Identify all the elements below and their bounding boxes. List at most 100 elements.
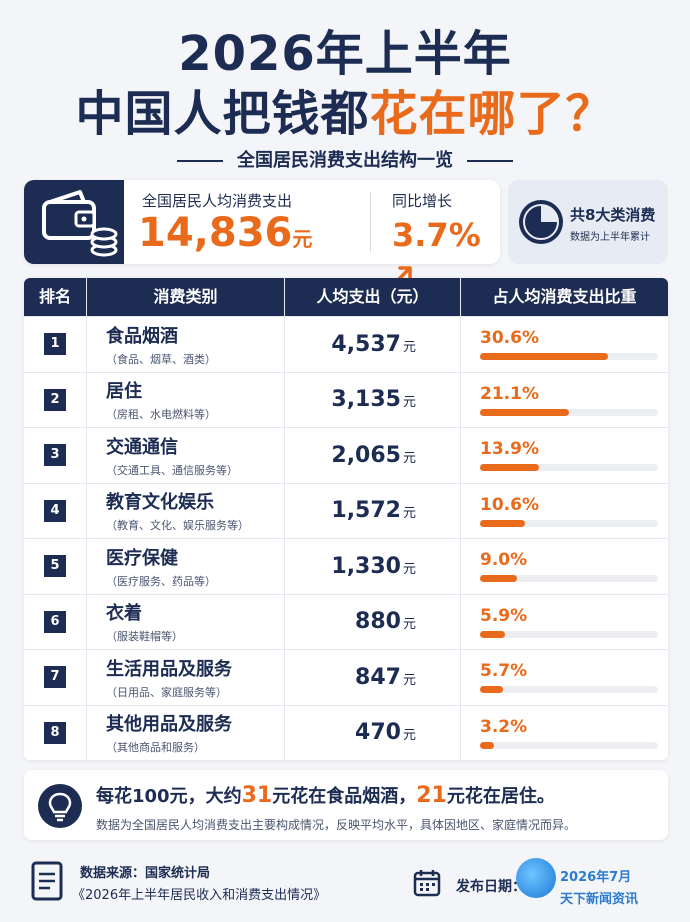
share-bar-fill	[480, 741, 495, 749]
lightbulb-icon-wrap	[38, 784, 82, 828]
yoy-value: 3.7%	[392, 216, 481, 254]
insight-part3: 元花在居住。	[446, 786, 555, 807]
category-desc: （日用品、家庭服务等）	[106, 685, 227, 699]
share-bar-track	[480, 630, 658, 638]
insight-number-food: 31	[241, 783, 273, 808]
subtitle-text: 全国居民消费支出结构一览	[237, 150, 453, 171]
category-desc: （其他商品和服务）	[106, 741, 205, 755]
category-cell: 教育文化娱乐 （教育、文化、娱乐服务等）	[86, 488, 284, 533]
amount-value: 470	[355, 720, 401, 746]
per-capita-unit: 元	[292, 227, 313, 251]
category-note: 数据为上半年累计	[570, 232, 650, 243]
share-bar-fill	[480, 630, 505, 638]
amount-unit: 元	[402, 506, 416, 522]
share-value: 9.0%	[480, 550, 528, 571]
category-name: 生活用品及服务	[106, 658, 232, 680]
share-bar-fill	[480, 575, 518, 583]
category-count: 共8大类消费	[570, 206, 656, 224]
yoy-value-wrap: 3.7%	[392, 216, 500, 292]
amount-cell: 470 元	[284, 720, 460, 745]
amount-unit: 元	[402, 339, 416, 355]
footer: 数据来源：国家统计局 《2026年上半年居民收入和消费支出情况》 发布日期： 2…	[24, 852, 668, 914]
share-bar-fill	[480, 686, 504, 694]
table-row: 6 衣着 （服装鞋帽等） 880 元 5.9%	[24, 593, 668, 650]
share-cell: 5.7%	[460, 661, 668, 694]
calendar-icon	[413, 870, 441, 897]
table-row: 2 居住 （房租、水电燃料等） 3,135 元 21.1%	[24, 371, 668, 428]
rank-cell: 2	[24, 388, 86, 411]
amount-value: 2,065	[331, 442, 401, 468]
category-name: 教育文化娱乐	[106, 492, 214, 514]
share-value: 13.9%	[480, 439, 539, 460]
share-value: 30.6%	[480, 328, 539, 349]
share-bar-track	[480, 686, 658, 694]
table-row: 1 食品烟酒 （食品、烟草、酒类） 4,537 元 30.6%	[24, 316, 668, 372]
rank-cell: 7	[24, 666, 86, 689]
amount-value: 3,135	[331, 387, 401, 413]
insight-number-housing: 21	[416, 783, 447, 808]
header-share: 占人均消费支出比重	[460, 278, 668, 316]
share-cell: 21.1%	[460, 384, 668, 416]
amount-value: 4,537	[331, 331, 401, 357]
watermark-line2: 天下新闻资讯	[560, 892, 639, 907]
lightbulb-icon	[48, 792, 72, 822]
amount-unit: 元	[402, 728, 416, 744]
share-value: 3.2%	[480, 716, 528, 737]
per-capita-number: 14,836	[138, 210, 293, 256]
publish-date-label: 发布日期：	[456, 879, 526, 895]
amount-unit: 元	[402, 450, 416, 466]
share-bar-fill	[480, 519, 525, 527]
rank-cell: 3	[24, 444, 86, 467]
per-capita-label: 全国居民人均消费支出	[142, 192, 293, 210]
wallet-panel	[24, 180, 124, 264]
yoy-label: 同比增长	[392, 192, 453, 210]
rank-badge: 2	[44, 388, 66, 411]
category-desc: （服装鞋帽等）	[106, 630, 183, 644]
category-desc: （房租、水电燃料等）	[106, 408, 216, 422]
category-cell: 其他用品及服务 （其他商品和服务）	[86, 710, 284, 755]
rank-badge: 4	[44, 499, 66, 522]
subtitle: 全国居民消费支出结构一览	[0, 146, 690, 172]
category-cell: 生活用品及服务 （日用品、家庭服务等）	[86, 655, 284, 700]
category-cell: 交通通信 （交通工具、通信服务等）	[86, 433, 284, 478]
column-divider	[86, 278, 87, 760]
amount-cell: 3,135 元	[284, 387, 460, 412]
pie-chart-icon	[519, 200, 563, 244]
share-bar-track	[480, 408, 658, 416]
share-bar-track	[480, 464, 658, 472]
wallet-icon	[42, 190, 118, 257]
watermark-logo	[516, 858, 556, 898]
share-bar-track	[480, 741, 658, 749]
amount-unit: 元	[402, 561, 416, 577]
rank-cell: 8	[24, 721, 86, 744]
summary-card: 全国居民人均消费支出 14,836元 同比增长 3.7%	[24, 180, 500, 285]
rank-badge: 5	[44, 555, 66, 578]
category-desc: （食品、烟草、酒类）	[106, 352, 216, 366]
watermark-line1: 2026年7月	[560, 870, 632, 885]
subtitle-dash-left	[177, 160, 223, 162]
insight-part2: 元花在食品烟酒，	[272, 786, 417, 807]
share-cell: 9.0%	[460, 550, 668, 583]
category-desc: （交通工具、通信服务等）	[106, 463, 238, 477]
amount-cell: 1,572 元	[284, 498, 460, 523]
category-name: 交通通信	[106, 436, 178, 458]
rank-cell: 4	[24, 499, 86, 522]
table-row: 3 交通通信 （交通工具、通信服务等） 2,065 元 13.9%	[24, 427, 668, 483]
share-bar-fill	[480, 408, 569, 416]
share-value: 10.6%	[480, 494, 539, 515]
page-title-line1: 2026年上半年	[178, 26, 512, 82]
rank-cell: 1	[24, 333, 86, 356]
insight-part1: 每花100元，大约	[96, 786, 242, 807]
consumption-table: 排名 消费类别 人均支出（元） 占人均消费支出比重 1 食品烟酒 （食品、烟草、酒类…	[24, 278, 668, 760]
category-name: 其他用品及服务	[106, 714, 232, 736]
category-cell: 食品烟酒 （食品、烟草、酒类）	[86, 322, 284, 367]
summary-divider	[370, 192, 371, 252]
category-name: 医疗保健	[106, 547, 178, 569]
category-cell: 居住 （房租、水电燃料等）	[86, 377, 284, 422]
amount-unit: 元	[402, 395, 416, 411]
category-name: 衣着	[106, 603, 142, 625]
share-cell: 13.9%	[460, 439, 668, 472]
document-icon	[31, 861, 63, 901]
amount-cell: 4,537 元	[284, 332, 460, 357]
share-value: 21.1%	[480, 383, 539, 404]
